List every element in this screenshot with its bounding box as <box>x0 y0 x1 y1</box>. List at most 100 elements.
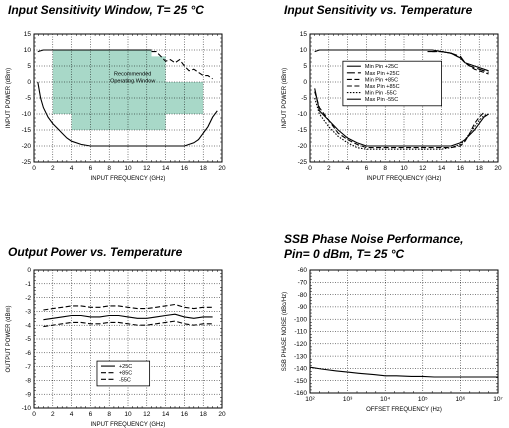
x-tick-label: 20 <box>494 165 502 172</box>
x-tick-label: 18 <box>200 165 208 172</box>
x-tick-label: 16 <box>181 165 189 172</box>
y-tick-label: -70 <box>298 280 308 287</box>
chart-title-line-2: Pin= 0 dBm, T= 25 °C <box>284 247 405 261</box>
y-tick-label: -60 <box>298 267 308 274</box>
chart-input-sensitivity-vs-temperature: Input Sensitivity vs. Temperature 0 2 4 6 8 1… <box>282 3 502 182</box>
y-tick-label: -6 <box>25 350 31 357</box>
legend-label: Max Pin +25C <box>365 71 400 77</box>
series-line-1 <box>37 49 152 53</box>
y-tick-label: 5 <box>27 63 31 70</box>
series-line-2 <box>43 303 213 311</box>
x-tick-label: 14 <box>438 165 446 172</box>
x-tick-label: 6 <box>365 165 369 172</box>
y-axis-label: INPUT POWER (dBm) <box>6 68 12 128</box>
y-tick-label: -25 <box>298 159 308 166</box>
legend-label: Min Pin +85C <box>365 77 398 83</box>
y-tick-label: 0 <box>303 79 307 86</box>
x-tick-label: 10 <box>400 165 408 172</box>
plot-frame <box>309 33 499 163</box>
series-line-2 <box>151 51 213 80</box>
y-tick-label: -5 <box>301 95 307 102</box>
x-tick-label: 10⁶ <box>455 396 465 403</box>
y-tick-label: -1 <box>25 281 31 288</box>
y-tick-label: -20 <box>298 143 308 150</box>
chart-title: Output Power vs. Temperature <box>8 245 183 259</box>
x-tick-label: 14 <box>162 411 170 418</box>
y-tick-label: -15 <box>298 127 308 134</box>
y-tick-label: -80 <box>298 292 308 299</box>
y-axis-label: INPUT POWER (dBm) <box>282 68 288 128</box>
x-axis-label: INPUT FREQUENCY (GHz) <box>91 176 166 182</box>
x-tick-label: 2 <box>51 411 55 418</box>
y-tick-label: -160 <box>294 390 307 397</box>
series-line-0 <box>37 81 218 147</box>
chart-title-line-1: SSB Phase Noise Performance, <box>284 232 463 246</box>
y-tick-label: -15 <box>22 127 32 134</box>
x-tick-label: 4 <box>70 165 74 172</box>
series-line-1 <box>43 320 213 328</box>
series-line-5 <box>314 49 489 72</box>
x-tick-label: 20 <box>218 411 226 418</box>
series-line-4 <box>314 97 489 150</box>
y-tick-label: -8 <box>25 378 31 385</box>
legend-box <box>342 60 442 107</box>
x-tick-label: 12 <box>143 165 151 172</box>
x-tick-label: 8 <box>107 411 111 418</box>
x-tick-label: 10 <box>124 165 132 172</box>
y-tick-label: -110 <box>294 329 307 336</box>
legend-label: +85C <box>119 371 132 377</box>
plot-frame <box>309 269 499 394</box>
series-line-0 <box>314 88 489 147</box>
legend-label: Max Pin +85C <box>365 84 400 90</box>
x-tick-label: 2 <box>327 165 331 172</box>
x-tick-label: 10² <box>305 396 315 403</box>
y-tick-label: -2 <box>25 295 31 302</box>
y-tick-label: -130 <box>294 353 307 360</box>
chart-input-sensitivity-window: Input Sensitivity Window, T= 25 °C Recom… <box>6 3 226 182</box>
x-tick-label: 10³ <box>343 396 353 403</box>
y-tick-label: -5 <box>25 95 31 102</box>
x-tick-label: 10⁴ <box>380 396 390 403</box>
legend-label: Min Pin +25C <box>365 64 398 70</box>
y-tick-label: -4 <box>25 322 31 329</box>
x-tick-label: 10⁵ <box>418 396 428 403</box>
x-axis-label: OFFSET FREQUENCY (Hz) <box>366 407 442 413</box>
y-axis-label: OUTPUT POWER (dBm) <box>6 306 12 373</box>
y-tick-label: -7 <box>25 364 31 371</box>
x-tick-label: 8 <box>383 165 387 172</box>
x-tick-label: 12 <box>419 165 427 172</box>
y-tick-label: -10 <box>22 405 32 412</box>
x-tick-label: 0 <box>32 165 36 172</box>
y-tick-label: -10 <box>298 111 308 118</box>
y-tick-label: -150 <box>294 378 307 385</box>
y-tick-label: -25 <box>22 159 32 166</box>
legend-label: -55C <box>119 377 131 383</box>
y-tick-label: 15 <box>24 31 32 38</box>
x-tick-label: 18 <box>476 165 484 172</box>
series-line-0 <box>43 313 213 321</box>
y-tick-label: -9 <box>25 391 31 398</box>
chart-output-power-vs-temperature: Output Power vs. Temperature 0 2 4 6 8 10 12 14… <box>6 245 226 428</box>
x-tick-label: 6 <box>89 165 93 172</box>
chart-title: Input Sensitivity Window, T= 25 °C <box>8 3 204 17</box>
y-tick-label: -3 <box>25 309 31 316</box>
chart-title: Input Sensitivity vs. Temperature <box>284 3 473 17</box>
x-tick-label: 6 <box>89 411 93 418</box>
y-tick-label: 0 <box>27 79 31 86</box>
x-tick-label: 8 <box>107 165 111 172</box>
x-tick-label: 20 <box>218 165 226 172</box>
y-tick-label: 15 <box>300 31 308 38</box>
x-tick-label: 0 <box>32 411 36 418</box>
series-line-2 <box>314 91 485 149</box>
x-tick-label: 18 <box>200 411 208 418</box>
series-line-3 <box>432 51 489 75</box>
x-axis-label: INPUT FREQUENCY (GHz) <box>367 176 442 182</box>
legend-label: Max Pin -55C <box>365 97 398 103</box>
x-tick-label: 12 <box>143 411 151 418</box>
series-line-0 <box>309 366 498 378</box>
y-tick-label: -5 <box>25 336 31 343</box>
y-tick-label: 0 <box>27 267 31 274</box>
x-tick-label: 4 <box>346 165 350 172</box>
x-tick-label: 16 <box>457 165 465 172</box>
